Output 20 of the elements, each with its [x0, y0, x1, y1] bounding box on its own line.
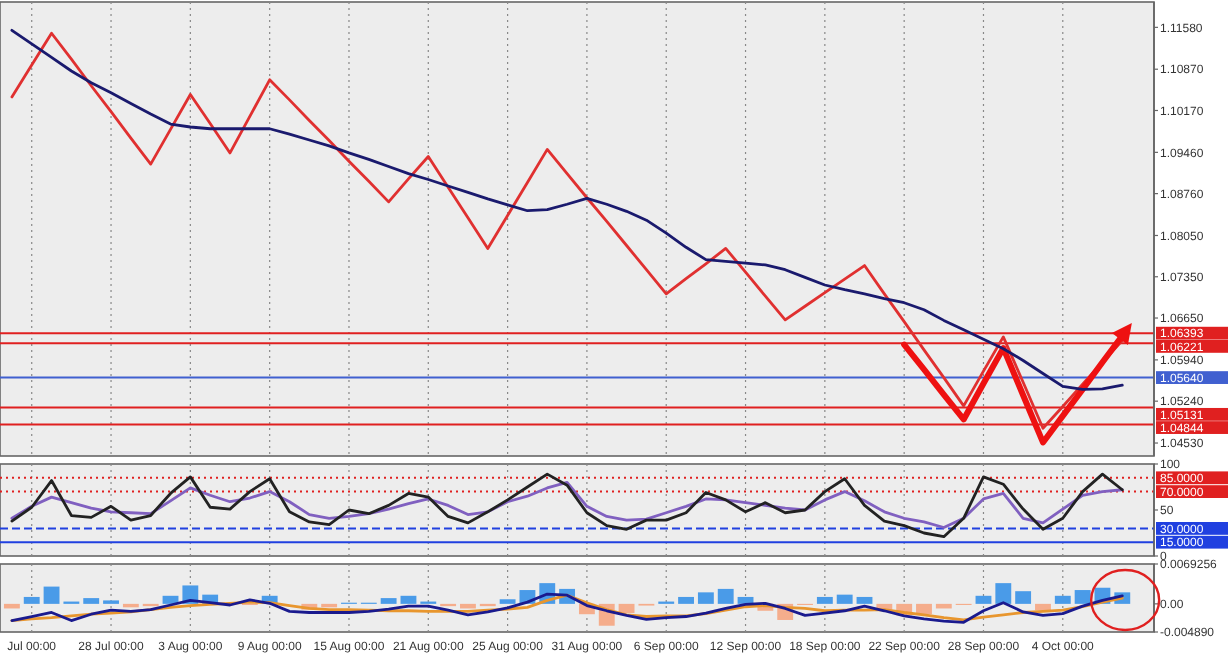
bar [1035, 603, 1051, 611]
bar [697, 592, 714, 604]
bar [856, 596, 873, 604]
bar [995, 583, 1012, 604]
bar [975, 595, 992, 604]
line-series [10, 481, 1124, 529]
bar [43, 586, 60, 604]
bar [1015, 591, 1032, 604]
bar [678, 596, 694, 604]
bar [1054, 595, 1071, 604]
bar [836, 594, 853, 604]
bar [83, 598, 100, 604]
bar [400, 595, 417, 604]
line-series [10, 472, 1124, 539]
bar [380, 598, 397, 604]
bar [916, 603, 932, 615]
bar [1074, 590, 1091, 604]
bar [717, 588, 734, 604]
bar [816, 596, 833, 604]
bar [23, 596, 40, 604]
